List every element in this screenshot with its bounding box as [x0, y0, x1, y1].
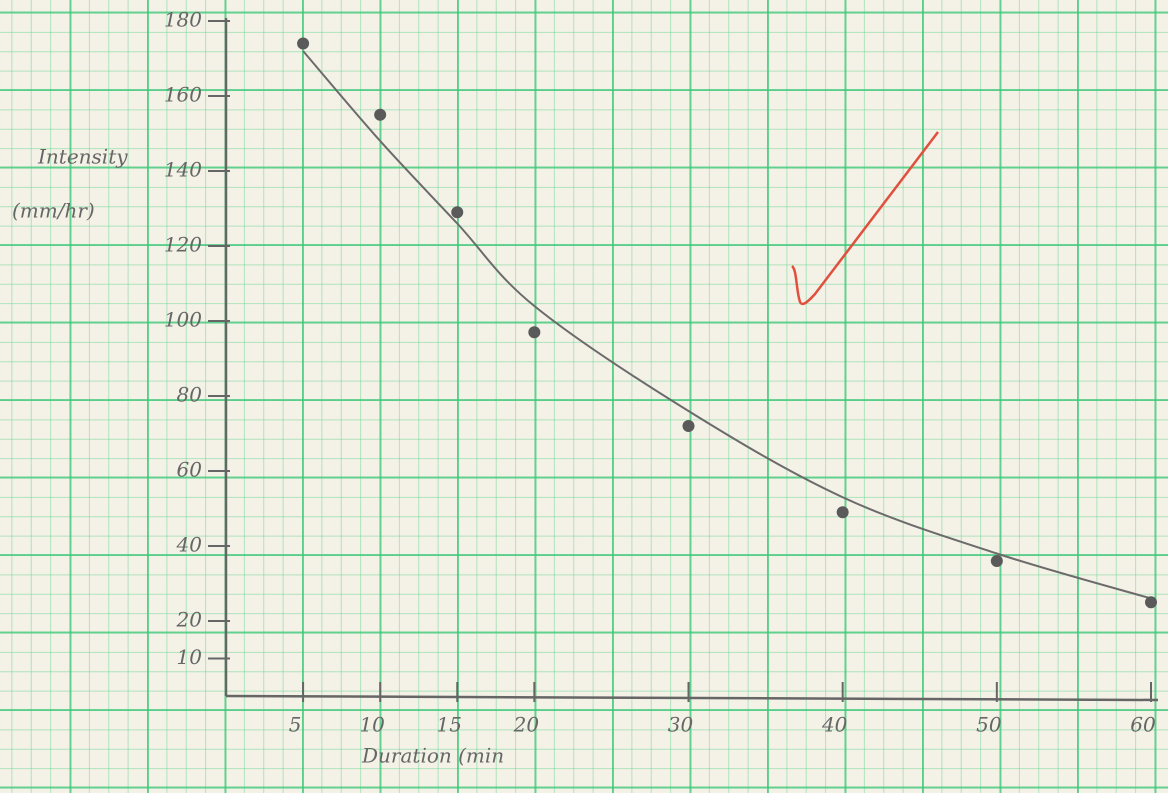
x-tick-label: 15 — [437, 713, 462, 737]
y-tick-label: 20 — [176, 608, 203, 632]
fit-curve — [303, 51, 1151, 599]
data-point — [991, 555, 1003, 567]
x-tick-label: 60 — [1130, 713, 1156, 737]
data-point — [528, 326, 540, 338]
data-point — [297, 38, 309, 50]
data-point — [837, 506, 849, 518]
y-tick-label: 80 — [177, 383, 203, 407]
data-point — [1145, 596, 1157, 608]
x-axis — [226, 696, 1158, 700]
data-point — [451, 206, 463, 218]
y-tick-label: 160 — [164, 83, 202, 107]
data-point — [374, 109, 386, 121]
y-tick-label: 140 — [164, 158, 202, 182]
page: Intensity (mm/hr) Duration (min 10 20 40 60… — [0, 0, 1168, 793]
data-point — [683, 420, 695, 432]
x-tick-label: 20 — [513, 713, 540, 737]
y-tick-label: 60 — [177, 458, 203, 482]
y-tick-label: 100 — [164, 308, 202, 332]
y-tick-label: 180 — [164, 8, 202, 32]
y-tick-label: 120 — [164, 233, 202, 257]
y-tick-label: 10 — [177, 645, 203, 669]
x-tick-label: 5 — [289, 713, 302, 737]
y-tick-label: 40 — [176, 533, 203, 557]
y-axis-title: (mm/hr) — [12, 199, 95, 223]
x-tick-label: 40 — [821, 713, 848, 737]
x-tick-label: 50 — [976, 713, 1002, 737]
check-mark — [792, 132, 938, 304]
x-axis-title: Duration (min — [361, 744, 504, 768]
chart: Intensity (mm/hr) Duration (min 10 20 40 60… — [0, 0, 1168, 793]
y-axis-title: Intensity — [37, 145, 128, 169]
x-tick-label: 30 — [668, 713, 694, 737]
x-tick-label: 10 — [359, 713, 385, 737]
